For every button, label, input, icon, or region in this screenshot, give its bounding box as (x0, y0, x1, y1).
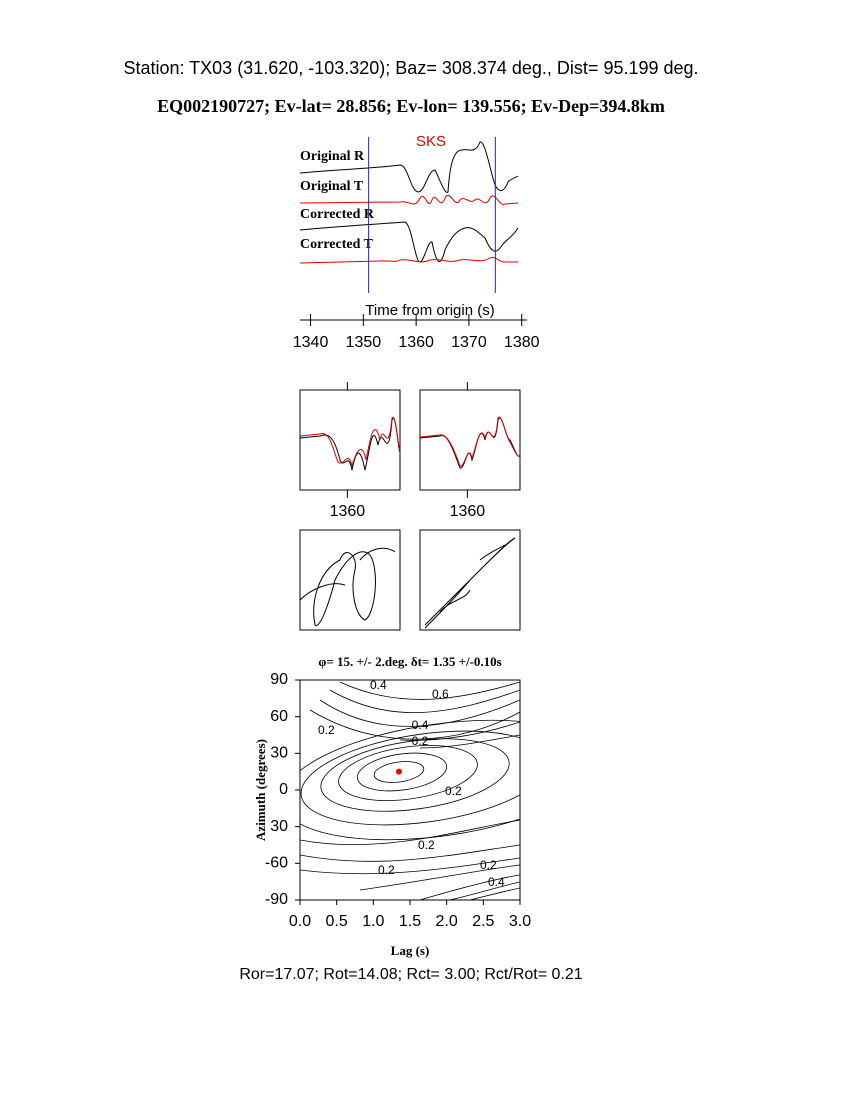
y-axis-label: Azimuth (degrees) (253, 739, 268, 841)
wave (299, 417, 401, 471)
x-axis-label: Time from origin (s) (365, 302, 494, 319)
trace (299, 195, 519, 206)
x-tick-label: 1340 (293, 334, 329, 351)
y-tick-label: 60 (270, 708, 288, 725)
trace (299, 256, 518, 264)
x-tick-label: 3.0 (509, 913, 531, 930)
x-tick-label: 2.5 (472, 913, 494, 930)
x-tick-label: 1370 (451, 334, 487, 351)
contour-label: 0.2 (480, 858, 497, 872)
phase-label: SKS (416, 133, 446, 150)
contour-label: 0.2 (318, 723, 335, 737)
y-tick-label: 90 (270, 671, 288, 688)
x-tick-label: 1380 (504, 334, 540, 351)
trace (299, 221, 519, 263)
x-tick-label: 1360 (398, 334, 434, 351)
contour-label: 0.4 (488, 875, 505, 889)
grid-title: φ= 15. +/- 2.deg. δt= 1.35 +/-0.10s (318, 654, 502, 669)
contours (300, 681, 520, 900)
wave (419, 416, 521, 467)
x-tick-label: 1.0 (362, 913, 384, 930)
x-tick-label: 2.0 (436, 913, 458, 930)
particle-motion (424, 537, 516, 629)
contour-label: 0.4 (370, 678, 387, 692)
trace-label: Corrected R (300, 207, 375, 222)
trace (299, 141, 519, 193)
y-tick-label: 30 (270, 745, 288, 762)
station-line: Station: TX03 (31.620, -103.320); Baz= 3… (123, 58, 698, 78)
panel (419, 389, 521, 491)
x-tick-label: 0.5 (326, 913, 348, 930)
y-tick-label: 0 (279, 781, 288, 798)
wave (299, 417, 401, 467)
particle-motion-panel (299, 529, 401, 631)
y-tick-label: -60 (265, 855, 288, 872)
x-axis-label: Lag (s) (391, 943, 430, 958)
particle-motion-panel (419, 529, 521, 631)
contour-label: 0.2 (445, 784, 462, 798)
trace-label: Original T (300, 179, 364, 194)
x-tick-label: 1.5 (399, 913, 421, 930)
panel (299, 389, 401, 491)
contour-label: 0.2 (412, 734, 429, 748)
footer: Ror=17.07; Rot=14.08; Rct= 3.00; Rct/Rot… (239, 966, 582, 983)
x-tick-label: 1350 (346, 334, 382, 351)
contour-label: 0.2 (418, 838, 435, 852)
x-tick-label: 1360 (450, 503, 486, 520)
best-fit-point (396, 768, 402, 775)
event-line: EQ002190727; Ev-lat= 28.856; Ev-lon= 139… (157, 96, 665, 116)
particle-motion (299, 547, 396, 626)
contour-label: 0.4 (412, 718, 429, 732)
trace-label: Original R (300, 149, 365, 164)
contour-label: 0.6 (432, 687, 449, 701)
trace-label: Corrected T (300, 237, 374, 252)
y-tick-label: -90 (265, 891, 288, 908)
wave (419, 417, 521, 469)
contour-label: 0.2 (378, 863, 395, 877)
y-tick-label: 30 (270, 818, 288, 835)
x-tick-label: 0.0 (289, 913, 311, 930)
x-tick-label: 1360 (330, 503, 366, 520)
